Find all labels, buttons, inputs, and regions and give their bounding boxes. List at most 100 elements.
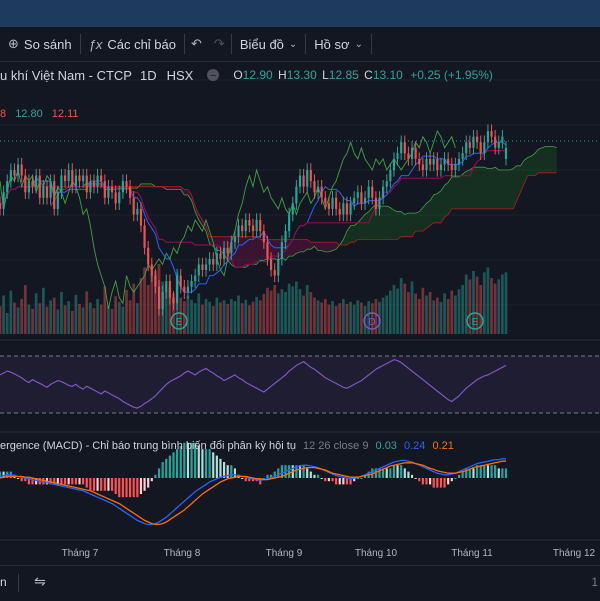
cloud-segment xyxy=(397,211,402,240)
candle-body xyxy=(107,186,110,198)
candle-body xyxy=(176,275,179,304)
symbol-name[interactable]: u khí Việt Nam - CTCP xyxy=(0,67,132,83)
volume-bar xyxy=(367,301,371,334)
candle-body xyxy=(143,225,146,248)
volume-bar xyxy=(363,306,367,334)
candle-body xyxy=(56,192,59,209)
volume-bar xyxy=(143,267,146,334)
interval-label: 1D xyxy=(139,67,157,83)
cloud-segment xyxy=(437,190,441,223)
cloud-segment xyxy=(393,210,398,240)
candle-body xyxy=(183,286,186,293)
volume-bars xyxy=(0,264,508,334)
indicators-button[interactable]: ƒx Các chỉ báo xyxy=(81,27,184,61)
histogram-bar xyxy=(2,471,5,478)
histogram-bar xyxy=(410,474,414,478)
close-label: C xyxy=(364,68,373,82)
volume-bar xyxy=(323,299,327,334)
cloud-segment xyxy=(336,242,340,250)
earnings-marker[interactable] xyxy=(466,312,484,330)
compare-button[interactable]: ⊕ So sánh xyxy=(0,27,80,61)
cloud-segment xyxy=(440,185,445,223)
histogram-bar xyxy=(20,478,23,482)
ichimoku-value-2: 12.80 xyxy=(15,108,43,120)
time-axis-label: Tháng 12 xyxy=(553,548,596,559)
histogram-bar xyxy=(486,465,490,478)
candle-body xyxy=(331,197,334,209)
cloud-segment xyxy=(206,225,210,244)
bottom-divider xyxy=(18,574,19,592)
candle-body xyxy=(298,175,302,187)
volume-bar xyxy=(454,295,457,334)
cloud-segment xyxy=(238,236,243,268)
histogram-bar xyxy=(392,465,396,478)
histogram-bar xyxy=(31,478,34,485)
cloud-segment xyxy=(253,236,257,265)
histogram-bar xyxy=(374,468,377,478)
rsi-line xyxy=(0,359,507,409)
volume-bar xyxy=(276,293,280,334)
leading-span-b xyxy=(50,172,557,246)
cloud-segment xyxy=(187,189,192,201)
dividend-marker[interactable] xyxy=(363,312,381,330)
volume-bar xyxy=(273,285,277,334)
cloud-segment xyxy=(332,242,337,251)
macd-title[interactable]: ergence (MACD) - Chỉ báo trung bình biến… xyxy=(0,440,296,452)
cloud-segment xyxy=(375,204,380,240)
candle-body xyxy=(425,158,428,170)
candle-body xyxy=(186,286,190,293)
histogram-bar xyxy=(349,478,352,485)
volume-bar xyxy=(219,302,222,334)
cloud-segment xyxy=(469,167,474,209)
volume-bar xyxy=(78,303,81,334)
earnings-marker[interactable] xyxy=(170,312,188,330)
candle-body xyxy=(320,186,323,198)
volume-bar xyxy=(435,297,439,334)
candle-body xyxy=(429,158,432,165)
volume-bar xyxy=(103,286,107,334)
open-value: 12.90 xyxy=(242,68,273,82)
screener-icon[interactable]: ⇋ xyxy=(34,573,46,589)
histogram-bar xyxy=(165,458,168,478)
undo-button[interactable]: ↶ xyxy=(185,27,208,61)
candle-body xyxy=(233,236,237,243)
cloud-segment xyxy=(368,207,373,240)
bottom-left-text[interactable]: n xyxy=(0,575,7,589)
volume-bar xyxy=(356,300,360,334)
volume-bar xyxy=(370,303,374,334)
candle-body xyxy=(403,142,406,154)
cloud-segment xyxy=(433,193,438,223)
histogram-bar xyxy=(110,478,114,491)
cloud-segment xyxy=(419,207,423,232)
histogram-bar xyxy=(429,478,432,485)
histogram-bar xyxy=(335,478,338,485)
cloud-segment xyxy=(292,239,297,257)
volume-bar xyxy=(295,281,298,334)
cloud-segment xyxy=(502,170,506,209)
histogram-bar xyxy=(100,478,103,491)
volume-bar xyxy=(291,286,295,334)
candle-body xyxy=(371,186,374,198)
profile-dropdown[interactable]: Hồ sơ ⌄ xyxy=(306,27,371,61)
candle-body xyxy=(194,275,197,282)
histogram-bar xyxy=(331,478,334,482)
volume-bar xyxy=(381,297,385,334)
histogram-bar xyxy=(378,468,381,478)
cloud-segment xyxy=(509,168,514,209)
candle-body xyxy=(85,175,88,193)
histogram-bar xyxy=(194,442,197,478)
cloud-segment xyxy=(321,242,326,252)
status-minus-icon[interactable]: – xyxy=(207,69,220,81)
redo-button[interactable]: ↷ xyxy=(208,27,231,61)
candle-body xyxy=(42,186,45,198)
candle-body xyxy=(154,275,157,287)
histogram-bar xyxy=(226,465,229,478)
cloud-segment xyxy=(148,183,152,187)
histogram-bar xyxy=(447,478,450,485)
volume-bar xyxy=(432,300,436,334)
chart-type-dropdown[interactable]: Biểu đồ ⌄ xyxy=(232,27,305,61)
volume-bar xyxy=(110,308,114,334)
histogram-bar xyxy=(136,478,139,498)
cloud-segment xyxy=(350,225,355,243)
